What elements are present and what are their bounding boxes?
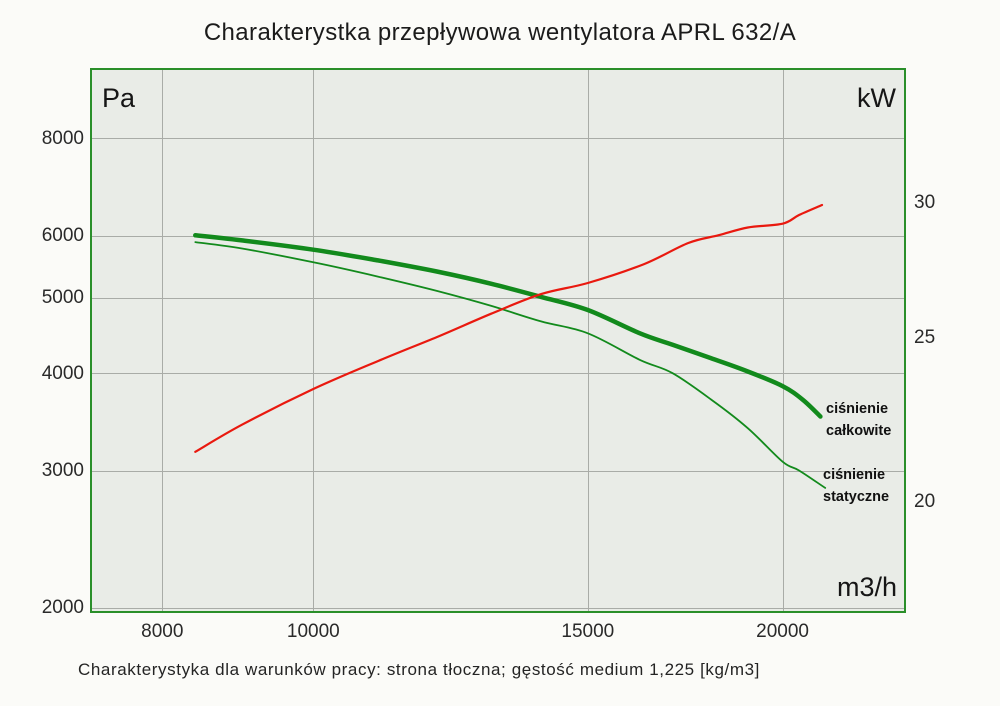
y-left-tick-label: 4000 (41, 362, 84, 384)
x-tick-label: 8000 (141, 621, 184, 642)
series-label-total-line2: całkowite (826, 423, 892, 439)
right-axis-unit: kW (857, 83, 896, 113)
y-left-tick-label: 8000 (41, 127, 84, 149)
series-curve-1 (194, 241, 827, 489)
series-label-static-line1: ciśnienie (823, 467, 886, 483)
y-right-tick-label: 30 (914, 192, 936, 214)
x-axis-unit: m3/h (836, 572, 897, 602)
y-right-tick-label: 20 (914, 491, 936, 513)
y-left-tick-label: 3000 (41, 460, 84, 482)
plot-frame (90, 68, 906, 613)
series-curve-0 (193, 233, 823, 419)
x-tick-label: 10000 (286, 621, 340, 642)
chart-caption: Charakterystyka dla warunków pracy: stro… (78, 660, 761, 679)
left-axis-unit: Pa (102, 83, 136, 113)
series-label-total-line1: ciśnienie (826, 401, 889, 417)
y-left-tick-label: 6000 (41, 225, 84, 247)
series-label-total-pressure: ciśnienie całkowite (826, 398, 891, 442)
series-label-static-pressure: ciśnienie statyczne (823, 464, 889, 508)
x-tick-label: 20000 (756, 621, 809, 642)
y-left-tick-label: 2000 (41, 597, 84, 619)
plot-area (90, 68, 906, 613)
chart-title: Charakterystka przepływowa wentylatora A… (203, 19, 797, 46)
y-right-tick-label: 25 (914, 326, 936, 348)
x-tick-label: 15000 (561, 621, 615, 642)
series-curve-2 (194, 203, 824, 453)
y-left-tick-label: 5000 (41, 287, 84, 309)
series-label-static-line2: statyczne (823, 489, 890, 505)
